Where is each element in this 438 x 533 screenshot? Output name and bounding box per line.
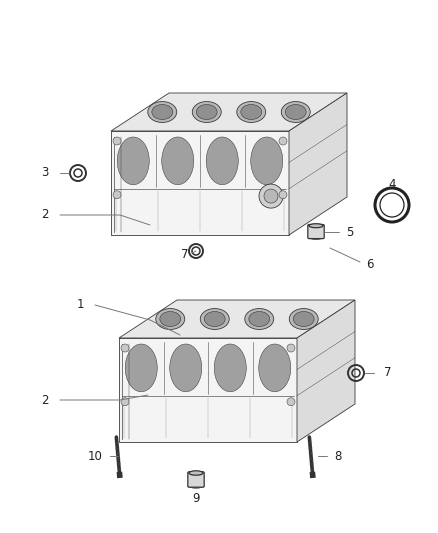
- Text: 1: 1: [76, 298, 84, 311]
- Text: 10: 10: [88, 449, 102, 463]
- Circle shape: [279, 137, 287, 145]
- Ellipse shape: [245, 309, 274, 329]
- Ellipse shape: [237, 102, 266, 123]
- Ellipse shape: [189, 471, 203, 475]
- Ellipse shape: [156, 309, 185, 329]
- Ellipse shape: [160, 311, 180, 327]
- Ellipse shape: [259, 344, 291, 392]
- Polygon shape: [111, 93, 347, 131]
- Ellipse shape: [152, 104, 173, 119]
- Ellipse shape: [214, 344, 246, 392]
- Ellipse shape: [170, 344, 202, 392]
- Circle shape: [264, 189, 278, 203]
- Ellipse shape: [162, 137, 194, 185]
- Text: 2: 2: [41, 393, 49, 407]
- Circle shape: [287, 398, 295, 406]
- Polygon shape: [119, 300, 355, 338]
- Polygon shape: [297, 300, 355, 442]
- Text: 7: 7: [384, 367, 392, 379]
- Circle shape: [279, 191, 287, 199]
- Polygon shape: [119, 338, 297, 442]
- Ellipse shape: [206, 137, 238, 185]
- Ellipse shape: [241, 104, 261, 119]
- Ellipse shape: [251, 137, 283, 185]
- Ellipse shape: [117, 137, 149, 185]
- Circle shape: [287, 344, 295, 352]
- Circle shape: [113, 137, 121, 145]
- FancyBboxPatch shape: [188, 472, 204, 487]
- Text: 3: 3: [41, 166, 49, 180]
- Text: 6: 6: [366, 259, 374, 271]
- Ellipse shape: [192, 102, 221, 123]
- Circle shape: [113, 191, 121, 199]
- Text: 2: 2: [41, 208, 49, 222]
- Circle shape: [121, 398, 129, 406]
- Ellipse shape: [196, 104, 217, 119]
- Ellipse shape: [309, 224, 323, 228]
- Text: 5: 5: [346, 225, 354, 238]
- Text: 7: 7: [181, 248, 189, 262]
- Ellipse shape: [293, 311, 314, 327]
- Ellipse shape: [285, 104, 306, 119]
- Ellipse shape: [200, 309, 229, 329]
- Ellipse shape: [309, 236, 323, 239]
- Ellipse shape: [205, 311, 225, 327]
- Polygon shape: [289, 93, 347, 235]
- Text: 4: 4: [388, 179, 396, 191]
- Circle shape: [121, 344, 129, 352]
- Text: 9: 9: [192, 491, 200, 505]
- Ellipse shape: [289, 309, 318, 329]
- Ellipse shape: [249, 311, 270, 327]
- Circle shape: [259, 184, 283, 208]
- Ellipse shape: [281, 102, 310, 123]
- Ellipse shape: [148, 102, 177, 123]
- FancyBboxPatch shape: [308, 224, 324, 239]
- Text: 8: 8: [334, 449, 342, 463]
- Ellipse shape: [125, 344, 157, 392]
- Ellipse shape: [189, 484, 203, 488]
- Polygon shape: [111, 131, 289, 235]
